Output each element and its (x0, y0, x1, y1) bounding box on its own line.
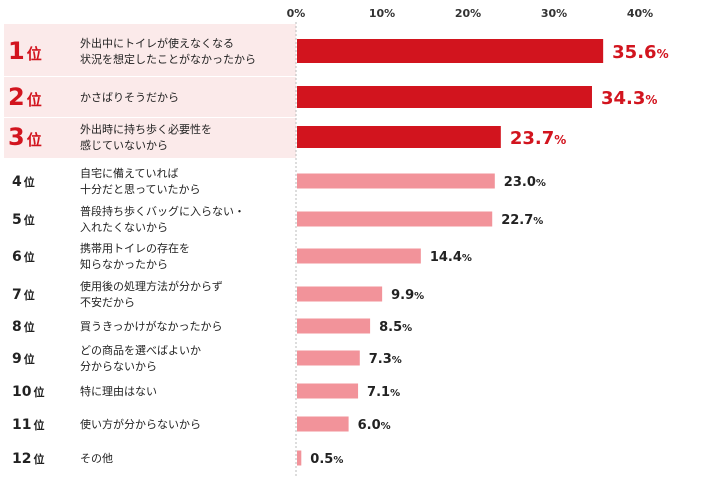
reason-label: 特に理由はない (80, 384, 157, 398)
reason-label: どの商品を選べばよいか分からないから (80, 343, 201, 373)
bar (297, 86, 592, 108)
highlight-band (4, 24, 296, 76)
value-label: 7.3% (369, 352, 402, 367)
highlight-band (4, 118, 296, 158)
value-label: 6.0% (358, 418, 391, 433)
highlight-bands (4, 24, 296, 158)
chart-row: 1 位 外出中にトイレが使えなくなる状況を想定したことがなかったから 35.6% (8, 36, 669, 66)
bar (297, 286, 383, 302)
chart-row: 5 位 普段持ち歩くバッグに入らない・入れたくないから 22.7% (12, 204, 543, 234)
x-tick-label: 0% (287, 7, 306, 20)
x-axis-ticks: 0% 10% 20% 30% 40% (287, 7, 654, 20)
chart-row: 7 位 使用後の処理方法が分からず不安だから 9.9% (12, 279, 424, 309)
chart-row: 11 位 使い方が分からないから 6.0% (12, 416, 391, 433)
bar (297, 173, 495, 189)
bar (297, 450, 302, 466)
reason-label: その他 (80, 452, 113, 465)
chart-row: 2 位 かさばりそうだから 34.3% (8, 83, 657, 111)
rows: 1 位 外出中にトイレが使えなくなる状況を想定したことがなかったから 35.6% 2 位 か… (8, 36, 669, 467)
chart-row: 4 位 自宅に備えていれば十分だと思っていたから 23.0% (12, 166, 546, 196)
value-label: 0.5% (310, 452, 343, 467)
reason-label: 外出中にトイレが使えなくなる状況を想定したことがなかったから (80, 36, 256, 66)
bar (297, 248, 421, 264)
bar (297, 211, 493, 227)
chart-row: 9 位 どの商品を選べばよいか分からないから 7.3% (12, 343, 402, 373)
chart-row: 3 位 外出時に持ち歩く必要性を感じていないから 23.7% (8, 122, 566, 152)
reason-label: 普段持ち歩くバッグに入らない・入れたくないから (80, 204, 245, 234)
rank-label: 10 位 (12, 384, 44, 400)
chart-row: 6 位 携帯用トイレの存在を知らなかったから 14.4% (12, 241, 472, 271)
reason-label: 買うきっかけがなかったから (80, 319, 223, 333)
x-tick-label: 40% (627, 7, 653, 20)
reason-label: かさばりそうだから (80, 91, 179, 104)
rank-label: 11 位 (12, 417, 44, 433)
chart-row: 10 位 特に理由はない 7.1% (12, 383, 400, 400)
bar (297, 416, 349, 432)
x-tick-label: 20% (455, 7, 481, 20)
reason-label: 使用後の処理方法が分からず不安だから (80, 279, 223, 309)
bar (297, 383, 359, 399)
rank-label: 12 位 (12, 451, 44, 467)
reason-label: 外出時に持ち歩く必要性を感じていないから (80, 122, 212, 152)
value-label: 34.3% (601, 88, 657, 109)
bar (297, 318, 371, 334)
reason-label: 自宅に備えていれば十分だと思っていたから (80, 166, 200, 196)
value-label: 35.6% (612, 42, 668, 63)
chart-row: 8 位 買うきっかけがなかったから 8.5% (12, 318, 412, 335)
value-label: 9.9% (391, 288, 424, 303)
x-tick-label: 10% (369, 7, 395, 20)
value-label: 8.5% (379, 320, 412, 335)
bar (297, 39, 604, 63)
value-label: 14.4% (430, 250, 472, 265)
value-label: 22.7% (501, 213, 543, 228)
value-label: 23.0% (504, 175, 546, 190)
value-label: 7.1% (367, 385, 400, 400)
bar (297, 350, 360, 366)
highlight-band (4, 77, 296, 117)
chart-row: 12 位 その他 0.5% (12, 450, 343, 467)
reason-label: 使い方が分からないから (80, 417, 201, 431)
reason-label: 携帯用トイレの存在を知らなかったから (80, 241, 190, 271)
bar (297, 126, 501, 148)
value-label: 23.7% (510, 128, 566, 149)
x-tick-label: 30% (541, 7, 567, 20)
